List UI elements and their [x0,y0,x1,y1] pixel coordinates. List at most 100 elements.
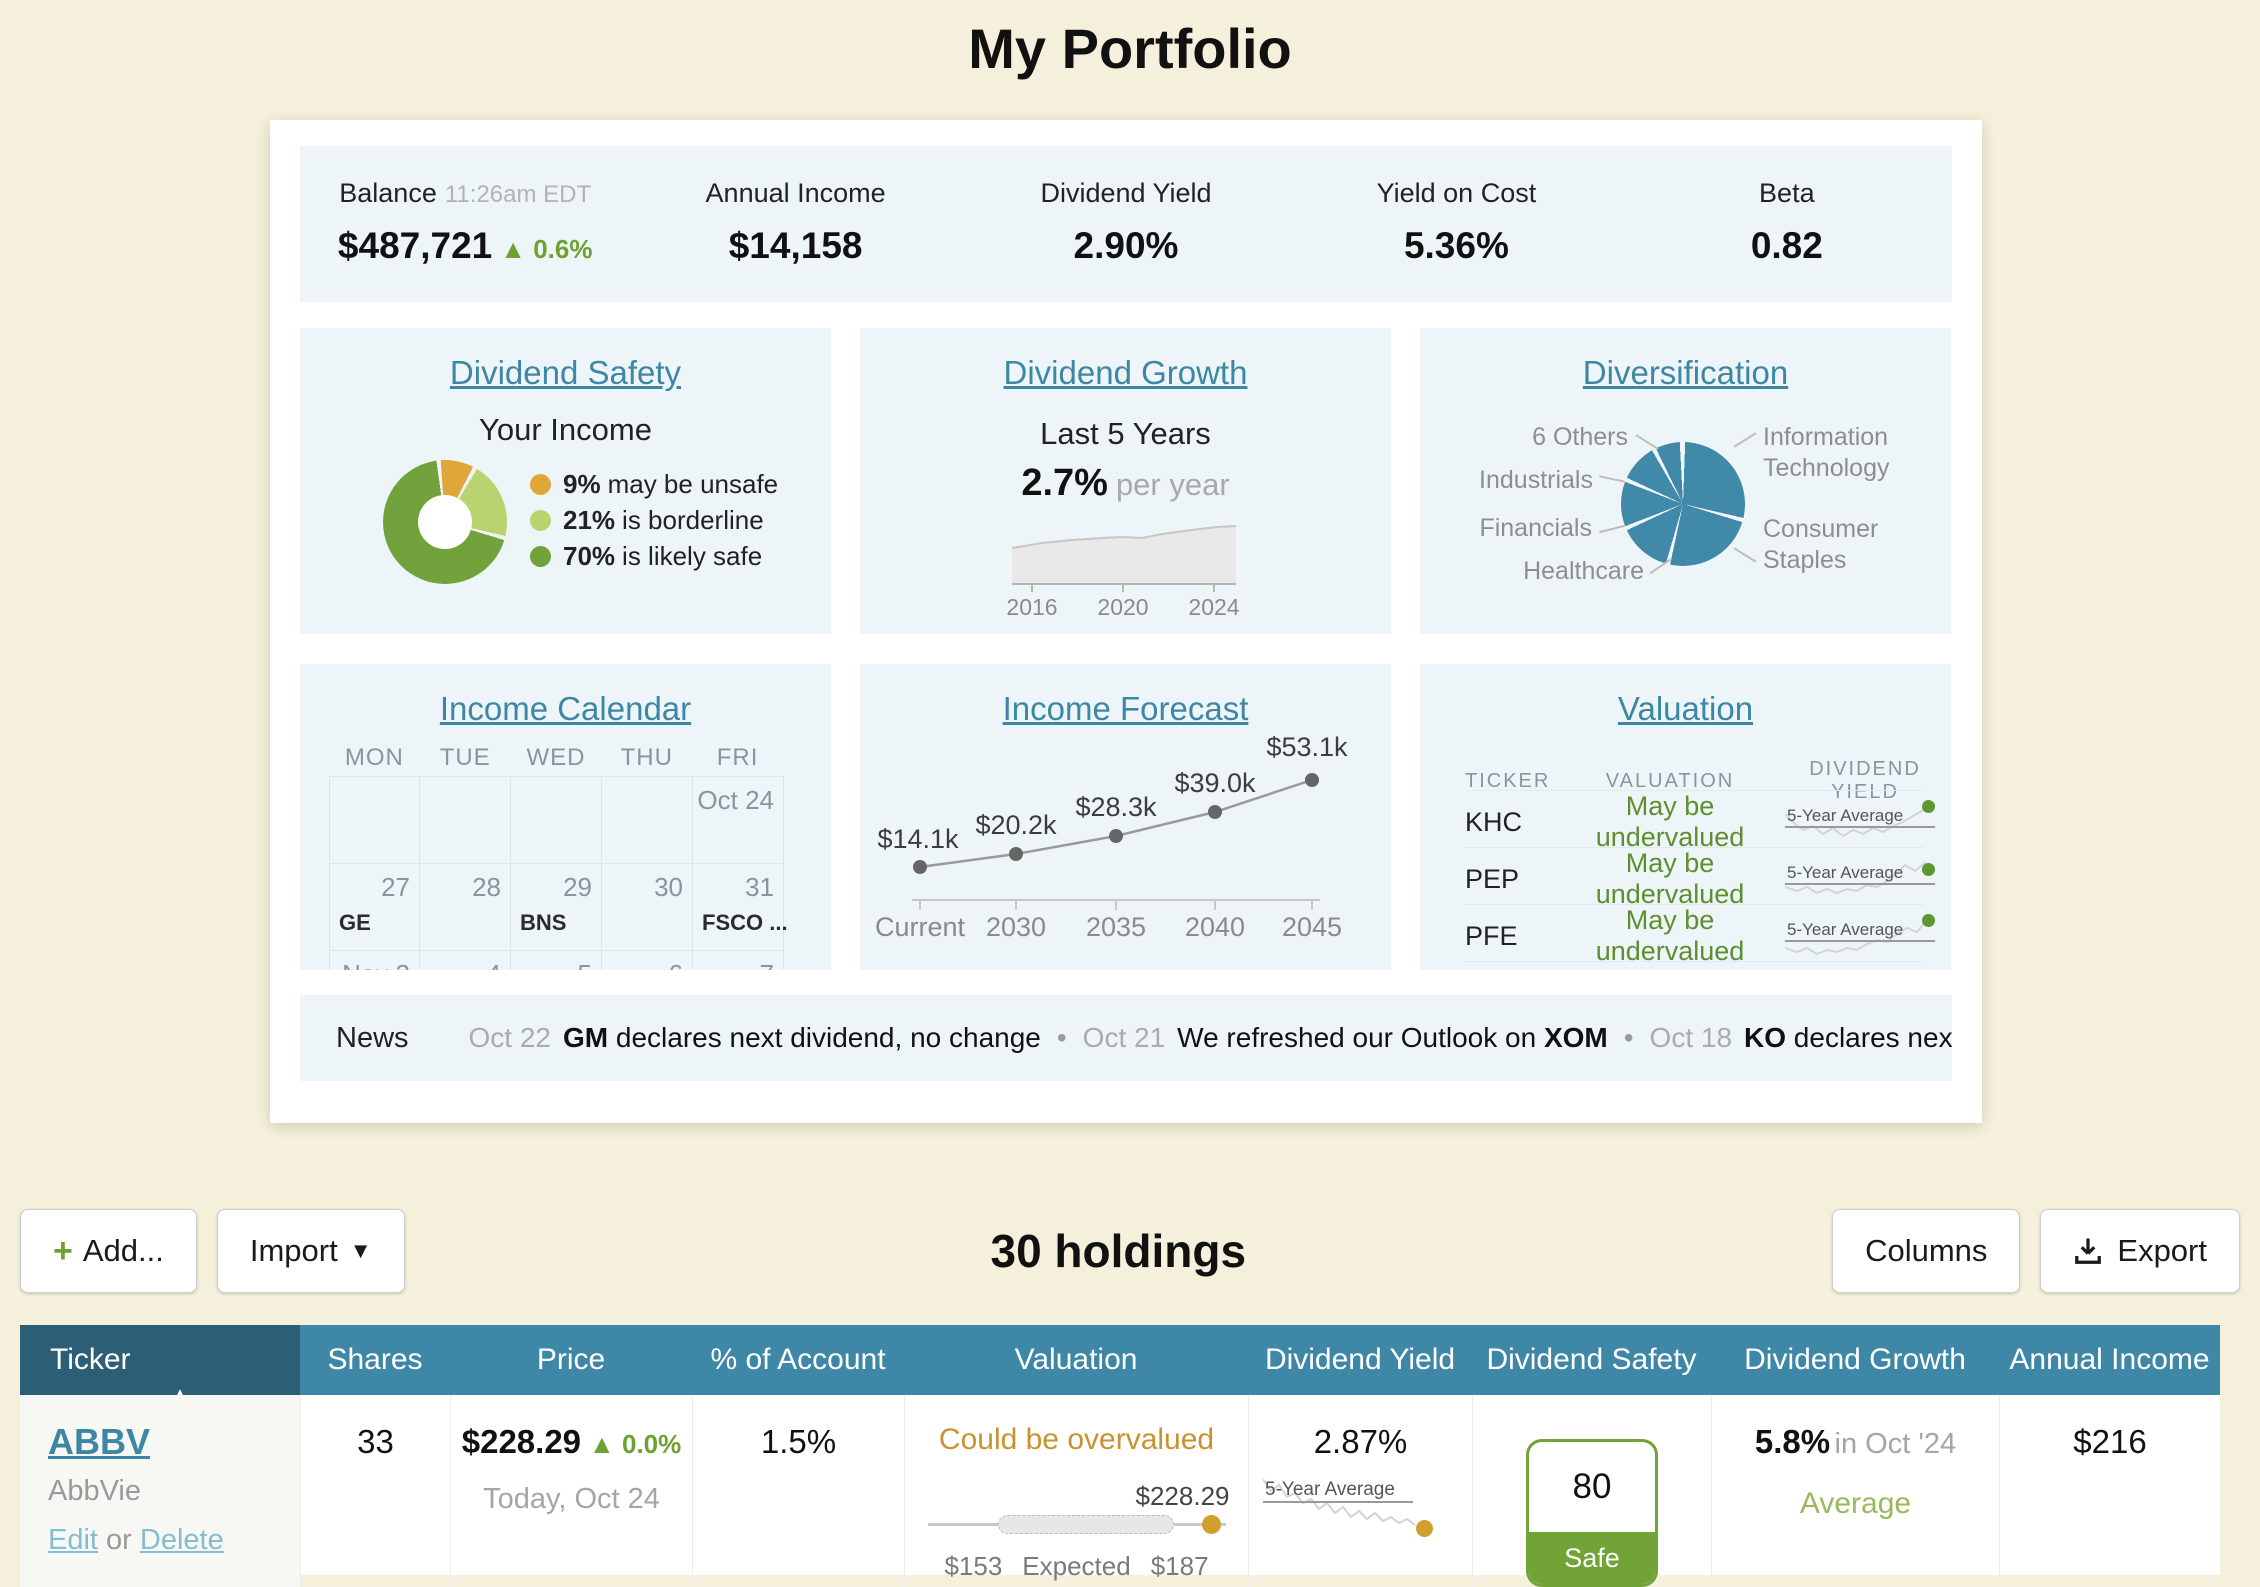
pie-tick-line [1733,432,1757,448]
page-title: My Portfolio [968,17,1292,80]
table-header-row: Ticker Shares Price % of Account Valuati… [20,1325,2220,1395]
cell-date: 5 [578,959,592,970]
header-price[interactable]: Price [536,1343,606,1376]
calendar-cell: 5 [511,950,602,970]
growth-date: in Oct '24 [1834,1428,1957,1460]
valuation-cell: Could be overvalued $228.29 $153 Expected… [904,1395,1248,1587]
calendar-cell: 28 [420,863,511,950]
forecast-value-2035: $28.3k [1075,792,1157,822]
annual-income-cell: $216 [1999,1395,2220,1587]
day-thu: THU [620,744,673,771]
ticker: PEP [1465,863,1520,894]
news-item-text[interactable]: We refreshed our Outlook on XOM [1177,1022,1608,1053]
news-item-text[interactable]: GM declares next dividend, no change [563,1022,1041,1053]
cell-event[interactable]: FSCO ... [702,910,788,935]
safe-pct: 70% [563,540,616,571]
import-button[interactable]: Import ▼ [216,1209,405,1293]
header-shares[interactable]: Shares [327,1343,423,1376]
cell-event[interactable]: BNS [520,910,567,935]
cell-date: 31 [745,872,774,902]
edit-link[interactable]: Edit [48,1524,98,1556]
beta-value: 0.82 [1750,225,1823,266]
table-row: ABBV AbbVie Edit or Delete 33 $228.29 ▲ 0… [20,1395,2220,1587]
legend-item-safe: 70% is likely safe [530,538,778,574]
header-pct-of-account[interactable]: % of Account [710,1343,886,1376]
pie-label-financials: Financials [1479,514,1592,542]
dividend-safety-link[interactable]: Dividend Safety [449,354,682,391]
forecast-x-current: Current [874,912,966,942]
calendar-cell: Oct 24 [693,776,784,863]
header-dividend-growth[interactable]: Dividend Growth [1744,1343,1966,1376]
calendar-cell: 7 [693,950,784,970]
cell-event[interactable]: GE [339,910,371,935]
valuation-row-pep[interactable]: PEP May be undervalued 5-Year Average [1465,847,1935,909]
pie-tick-line [1635,434,1659,450]
news-item-text[interactable]: KO declares next divide… [1744,1022,1952,1053]
calendar-cell: 30 [602,863,693,950]
dividend-growth-cell: 5.8% in Oct '24 Average [1711,1395,1999,1587]
income-forecast-link[interactable]: Income Forecast [1002,690,1249,727]
valuation-table-headers: TICKER VALUATION DIVIDEND YIELD [1465,758,1923,804]
columns-button[interactable]: Columns [1832,1209,2021,1293]
safety-legend: 9% may be unsafe 21% is borderline 70% i… [530,466,778,574]
calendar-cell: 27 GE [329,863,420,950]
safety-score-box[interactable]: 80 Safe [1526,1439,1658,1587]
diversification-card: Diversification 6 Others Industrials Fin… [1420,328,1951,634]
average-line [1785,883,1935,885]
beta-label: Beta [1759,178,1815,208]
yield-sparkline: 5-Year Average [1784,914,1935,958]
fair-value-band [997,1515,1174,1534]
add-holding-button[interactable]: + Add... [20,1209,197,1293]
bullet-icon: • [1056,1022,1067,1053]
cell-date: 28 [472,872,501,902]
dividend-growth-link[interactable]: Dividend Growth [1003,354,1248,391]
dividend-safety-card: Dividend Safety Your Income 9% may be un… [300,328,831,634]
annual-income-value: $14,158 [728,225,863,266]
calendar-grid: Oct 24 27 GE 28 29 BNS 30 31 FSCO ... Nov 3… [329,776,788,970]
balance-label: Balance [339,178,437,208]
dividend-growth-card: Dividend Growth Last 5 Years 2.7% per yea… [860,328,1391,634]
forecast-value-2030: $20.2k [975,810,1057,840]
forecast-x-2030: 2030 [985,912,1047,942]
ticker-cell: ABBV AbbVie Edit or Delete [20,1395,300,1587]
holdings-table: Ticker Shares Price % of Account Valuati… [20,1325,2220,1587]
ticker-link-abbv[interactable]: ABBV [48,1421,151,1462]
borderline-text: is borderline [622,504,764,535]
header-valuation[interactable]: Valuation [1014,1343,1138,1376]
calendar-cell [420,776,511,863]
calendar-cell: 4 [420,950,511,970]
header-annual-income[interactable]: Annual Income [2009,1343,2210,1376]
calendar-cell [329,776,420,863]
dividend-safety-cell: 80 Safe [1472,1395,1711,1587]
valuation-status: Could be overvalued [938,1423,1215,1456]
calendar-cell: 31 FSCO ... [693,863,788,950]
holdings-toolbar: + Add... Import ▼ 30 holdings Columns Expo… [20,1208,2240,1294]
calendar-cell [602,776,693,863]
price-value: $228.29 [461,1423,582,1460]
current-yield-dot [1922,800,1935,813]
income-forecast-card: Income Forecast $14.1k $20.2k $28.3k $39… [860,664,1391,970]
dividend-yield-cell: 2.87% 5-Year Average [1248,1395,1472,1587]
header-dividend-yield[interactable]: Dividend Yield [1264,1343,1456,1376]
col-dividend-yield: DIVIDEND YIELD [1809,758,1921,803]
income-calendar-link[interactable]: Income Calendar [439,690,692,727]
delete-link[interactable]: Delete [139,1524,224,1556]
header-dividend-safety[interactable]: Dividend Safety [1486,1343,1697,1376]
valuation-row-partial [1465,961,1923,970]
shares-value: 33 [357,1423,394,1460]
day-mon: MON [344,744,404,771]
diversification-link[interactable]: Diversification [1582,354,1789,391]
cell-date: Nov 3 [342,959,410,970]
spark-label: 5-Year Average [1787,806,1904,825]
current-yield-dot [1922,914,1935,927]
valuation-link[interactable]: Valuation [1617,690,1754,727]
ticker: PFE [1465,920,1518,951]
valuation-row-pfe[interactable]: PFE May be undervalued 5-Year Average [1465,904,1935,966]
tick-2024: 2024 [1188,594,1240,620]
forecast-x-2040: 2040 [1184,912,1246,942]
valuation-row-khc[interactable]: KHC May be undervalued 5-Year Average [1465,790,1935,852]
export-button[interactable]: Export [2040,1209,2240,1293]
download-icon [2075,1238,2102,1264]
pie-tick-line [1599,524,1625,534]
donut-hole [418,495,472,549]
